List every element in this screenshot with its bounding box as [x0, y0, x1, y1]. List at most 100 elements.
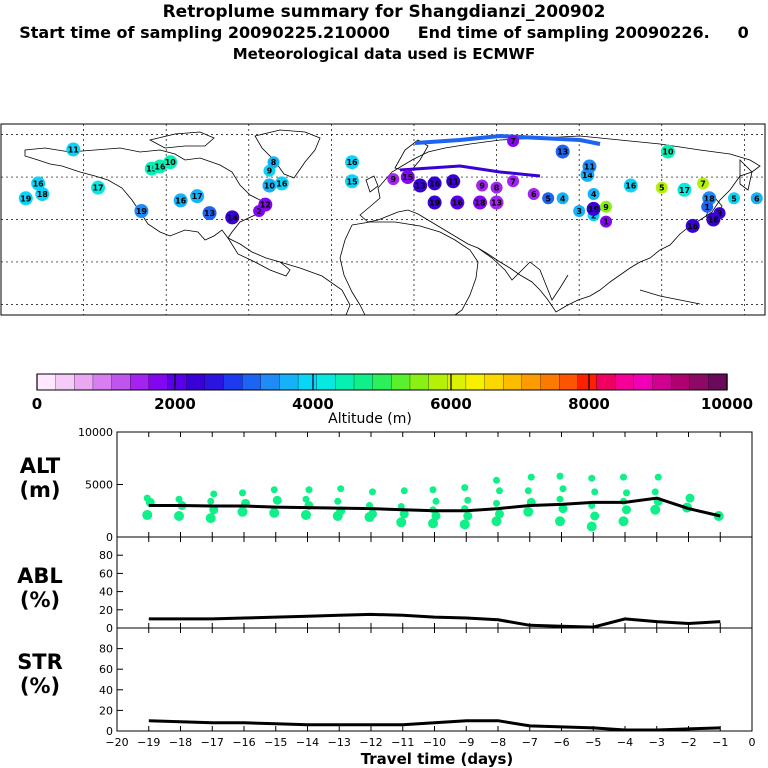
- alt-scatter-point: [428, 518, 438, 529]
- plume-point: 19: [134, 204, 149, 219]
- abl-label-line2: (%): [19, 588, 61, 612]
- plume-point-label: 13: [415, 182, 426, 191]
- alt-scatter-point: [493, 476, 500, 484]
- x-tick-label: −7: [522, 736, 538, 749]
- colorbar-cell: [372, 373, 392, 391]
- y-tick-label: 80: [99, 643, 113, 656]
- plume-point-label: 14: [582, 171, 594, 180]
- alt-scatter-point: [491, 516, 502, 527]
- colorbar-cell: [484, 373, 504, 391]
- colorbar-cell: [297, 373, 318, 391]
- alt-scatter-point: [305, 486, 313, 494]
- plume-point: 6: [527, 188, 540, 201]
- panel-frame: [116, 627, 753, 732]
- alt-scatter-point: [464, 496, 472, 504]
- x-tick-label: −5: [585, 736, 601, 749]
- x-tick-label: −1: [712, 736, 728, 749]
- colorbar-cell: [614, 373, 635, 391]
- alt-scatter-point: [463, 511, 473, 521]
- plume-point-label: 15: [402, 173, 414, 182]
- plume-point-marker: [258, 197, 273, 212]
- plume-point-label: 19: [588, 205, 600, 214]
- str-label-line2: (%): [19, 674, 61, 698]
- plume-point-label: 16: [346, 158, 358, 167]
- plume-point-marker: [623, 178, 638, 193]
- plume-point-label: 18: [474, 199, 486, 208]
- plume-point-marker: [427, 195, 442, 210]
- colorbar-cell: [596, 373, 616, 391]
- series-line-abl: [148, 612, 721, 629]
- plume-point-marker: [225, 210, 240, 225]
- plume-point: 10: [262, 178, 277, 193]
- alt-scatter-point: [591, 488, 599, 496]
- plume-point: 5: [655, 181, 668, 194]
- colorbar-cell: [111, 373, 131, 391]
- y-tick-label: 10000: [78, 426, 113, 439]
- sampling-time-line: Start time of sampling 20090225.210000 E…: [19, 23, 749, 42]
- y-tick-label: 60: [99, 663, 113, 676]
- coast-south-america: [279, 261, 351, 316]
- alt-scatter-point: [301, 509, 311, 520]
- plume-point-marker: [450, 195, 465, 210]
- plume-point-marker: [660, 144, 675, 159]
- alt-scatter-point: [142, 509, 153, 520]
- plume-point-label: 19: [429, 199, 441, 208]
- alt-scatter-point: [459, 519, 470, 530]
- colorbar-tick-label: 0: [32, 395, 42, 413]
- plume-point-label: 6: [531, 190, 537, 199]
- colorbar-cell: [540, 373, 560, 391]
- x-tick-label: −3: [649, 736, 665, 749]
- plume-point-label: 12: [260, 201, 271, 210]
- alt-label-line2: (m): [19, 478, 61, 502]
- alt-panel-label: ALT (m): [0, 454, 80, 502]
- alt-scatter-point: [618, 516, 629, 527]
- plume-point-marker: [202, 206, 217, 221]
- alt-scatter-point: [269, 507, 280, 518]
- alt-scatter-point: [237, 506, 248, 517]
- x-tick-label: −19: [137, 736, 160, 749]
- plume-point-label: 19: [136, 207, 148, 216]
- alt-scatter-point: [588, 474, 596, 482]
- colorbar-cell: [391, 373, 411, 391]
- alt-scatter-point: [461, 484, 469, 492]
- alt-scatter-point: [429, 486, 437, 494]
- plume-point-marker: [267, 156, 280, 169]
- colorbar-cells: [36, 373, 728, 391]
- colorbar-cell: [316, 373, 337, 391]
- alt-scatter-point: [493, 499, 500, 507]
- plume-point-label: 15: [346, 177, 358, 186]
- plume-point: 12: [258, 197, 273, 212]
- colorbar-cell: [503, 373, 523, 391]
- x-tick-label: −2: [680, 736, 696, 749]
- plume-point-label: 13: [557, 148, 568, 157]
- plume-point-marker: [677, 182, 692, 197]
- plume-point: 13: [202, 206, 217, 221]
- alt-scatter-point: [334, 497, 342, 505]
- alt-label-line1: ALT: [19, 454, 61, 478]
- alt-scatter-point: [143, 494, 151, 502]
- plume-point-marker: [190, 189, 205, 204]
- plume-point-marker: [706, 212, 721, 227]
- x-tick-label: −20: [105, 736, 128, 749]
- plume-point-label: 1: [704, 203, 710, 212]
- abl-panel-label: ABL (%): [0, 564, 80, 612]
- plume-point-label: 9: [391, 175, 397, 184]
- plume-point-label: 5: [545, 194, 551, 203]
- plume-point-label: 7: [700, 179, 706, 188]
- plume-point-label: 15: [146, 165, 158, 174]
- colorbar-tick-label: 8000: [568, 395, 610, 413]
- plume-point: 10: [660, 144, 675, 159]
- plume-point-label: 14: [227, 213, 239, 222]
- plume-point-label: 17: [92, 184, 103, 193]
- plume-point: 11: [66, 142, 81, 157]
- colorbar-cell: [465, 373, 486, 391]
- alt-scatter-point: [368, 509, 377, 519]
- alt-scatter-point: [270, 486, 278, 494]
- plume-point-label: 16: [276, 179, 288, 188]
- plume-point: 6: [750, 192, 763, 205]
- alt-scatter-point: [337, 485, 345, 493]
- alt-scatter-point: [175, 495, 183, 503]
- plume-point-label: 7: [510, 137, 516, 146]
